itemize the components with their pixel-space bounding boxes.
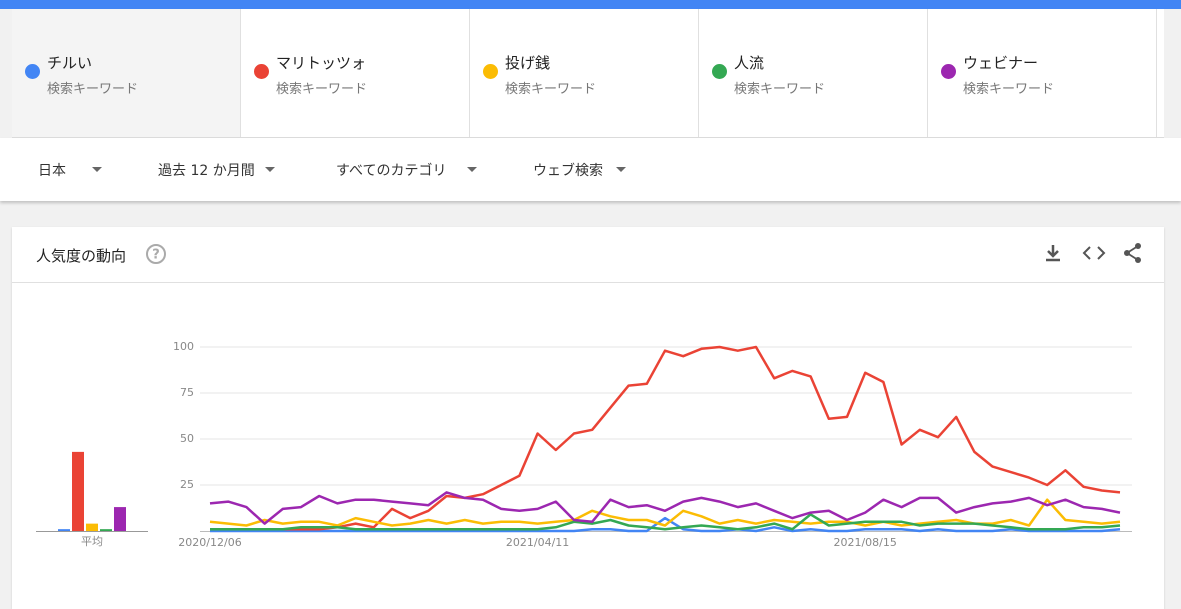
average-bar [58,529,70,531]
filter-dropdown[interactable]: ウェブ検索 [533,163,603,179]
keyword-name: 人流 [734,54,765,72]
x-tick-label: 2021/08/15 [833,536,896,549]
dropdown-caret [92,167,102,172]
keyword-dot [483,64,498,79]
keyword-card[interactable]: 人流 検索キーワード [699,9,928,137]
keyword-name: チルい [47,54,93,72]
keyword-card[interactable]: ウェビナー検索キーワード [928,9,1157,137]
keyword-subtitle: 検索キーワード [47,82,139,97]
svg-text:?: ? [152,248,160,263]
keyword-card[interactable]: 投げ銭検索キーワード [470,9,699,137]
trend-line [209,491,1121,525]
dropdown-caret [467,167,477,172]
card-title: 人気度の動向 [36,247,127,265]
trend-line [209,498,1121,527]
top-bar [0,0,1181,9]
keyword-dot [712,64,727,79]
keyword-name: 投げ銭 [505,54,551,72]
filter-row: 日本 過去 12 か月間 すべてのカテゴリ ウェブ検索 [0,138,1181,201]
average-bar [72,451,84,531]
keyword-subtitle: 検索キーワード [276,82,368,97]
average-bar [100,529,112,531]
download-icon[interactable] [1042,242,1064,264]
y-tick-label: 50 [180,432,194,445]
filter-dropdown[interactable]: 過去 12 か月間 [158,163,255,179]
keyword-subtitle: 検索キーワード [734,82,826,97]
keyword-dot [941,64,956,79]
keyword-dot [254,64,269,79]
keyword-dot [25,64,40,79]
help-icon[interactable]: ? [145,243,167,265]
keyword-name: ウェビナー [963,54,1039,72]
keyword-subtitle: 検索キーワード [963,82,1055,97]
average-bar [86,523,98,531]
y-tick-label: 100 [173,340,194,353]
trend-line [210,513,1121,531]
embed-icon[interactable] [1082,242,1106,264]
y-tick-label: 25 [180,478,194,491]
dropdown-caret [616,167,626,172]
trend-line [210,516,1121,533]
average-bar [114,507,126,531]
share-icon[interactable] [1122,242,1144,264]
filter-dropdown[interactable]: 日本 [38,163,66,179]
trend-card: 人気度の動向 ? [12,227,1164,609]
keyword-card[interactable]: マリトッツォ 検索キーワード [241,9,470,137]
y-tick-label: 75 [180,386,194,399]
keyword-name: マリトッツォ [276,54,367,72]
keyword-subtitle: 検索キーワード [505,82,597,97]
divider [12,282,1164,283]
trend-line [210,345,1121,531]
x-tick-label: 2020/12/06 [178,536,241,549]
filter-dropdown[interactable]: すべてのカテゴリ [336,163,447,179]
x-tick-label: 2021/04/11 [506,536,569,549]
keyword-card[interactable]: チルい検索キーワード [12,9,241,137]
x-tick-label: 平均 [81,535,103,548]
keyword-row: チルい 検索キーワード マリトッツォ 検索キーワード 投げ銭 検索キーワード 人流 検索キーワ… [12,9,1164,138]
dropdown-caret [265,167,275,172]
